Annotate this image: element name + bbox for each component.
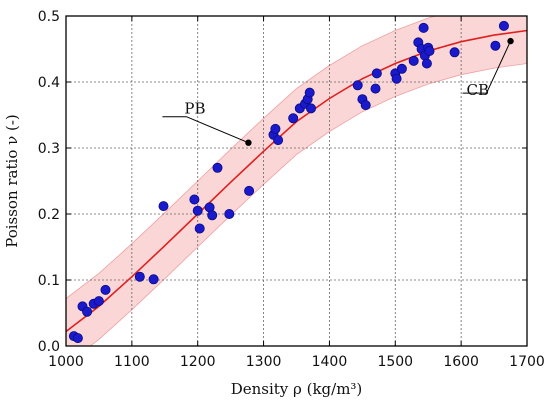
data-point <box>212 162 223 173</box>
band-area <box>66 16 527 346</box>
annotation-leader <box>486 40 511 94</box>
y-axis-title: Poisson ratio ν (-) <box>3 114 21 248</box>
axis-ticks: 1000 1100 1200 1300 1400 1500 1600 1700 0.0 0.1 0.… <box>38 9 545 370</box>
data-point <box>421 58 432 69</box>
data-point <box>396 63 407 74</box>
annotation-label: PB <box>184 100 205 118</box>
y-tick-label: 0.1 <box>38 273 60 289</box>
data-point <box>100 284 111 295</box>
data-point <box>224 208 235 219</box>
data-point <box>352 80 363 91</box>
y-tick-label: 0.2 <box>38 207 60 223</box>
data-point <box>270 123 281 134</box>
x-tick-label: 1000 <box>48 354 84 370</box>
data-point <box>192 205 203 216</box>
confidence-band <box>66 16 527 346</box>
x-tick-label: 1500 <box>377 354 413 370</box>
grid <box>66 16 527 346</box>
data-point <box>93 296 104 307</box>
data-point <box>189 194 200 205</box>
data-point <box>194 223 205 234</box>
data-point <box>305 103 316 114</box>
band-lower-edge <box>89 63 527 346</box>
data-point <box>360 100 371 111</box>
y-tick-label: 0.4 <box>38 75 60 91</box>
annotation-marker <box>507 37 514 45</box>
data-points <box>68 20 509 344</box>
annotation-leader <box>186 116 249 144</box>
data-point <box>370 83 381 94</box>
data-point <box>490 40 501 51</box>
annotation-label: CB <box>467 81 490 99</box>
data-point <box>391 73 402 84</box>
x-tick-label: 1400 <box>312 354 348 370</box>
x-axis-title: Density ρ (kg/m³) <box>231 380 363 398</box>
x-tick-label: 1200 <box>180 354 216 370</box>
y-tick-label: 0.5 <box>38 9 60 25</box>
data-point <box>408 55 419 66</box>
x-tick-label: 1700 <box>509 354 545 370</box>
x-tick-label: 1100 <box>114 354 150 370</box>
band-upper-edge <box>66 16 437 299</box>
data-point <box>82 306 93 317</box>
data-point <box>134 271 145 282</box>
y-tick-label: 0.0 <box>38 339 60 355</box>
data-point <box>424 46 435 57</box>
x-tick-label: 1300 <box>246 354 282 370</box>
data-point <box>498 20 509 31</box>
data-point <box>371 68 382 79</box>
plot-frame <box>65 15 528 347</box>
data-point <box>273 135 284 146</box>
data-point <box>244 185 255 196</box>
data-point <box>288 113 299 124</box>
annotations: PB CB <box>162 37 514 146</box>
y-tick-label: 0.3 <box>38 141 60 157</box>
data-point <box>304 87 315 98</box>
data-point <box>158 201 169 212</box>
data-point <box>449 47 460 58</box>
data-point <box>148 274 159 285</box>
data-point <box>207 210 218 221</box>
data-point <box>72 333 83 344</box>
x-tick-label: 1600 <box>443 354 479 370</box>
annotation-marker <box>245 139 252 146</box>
data-point <box>418 22 429 33</box>
